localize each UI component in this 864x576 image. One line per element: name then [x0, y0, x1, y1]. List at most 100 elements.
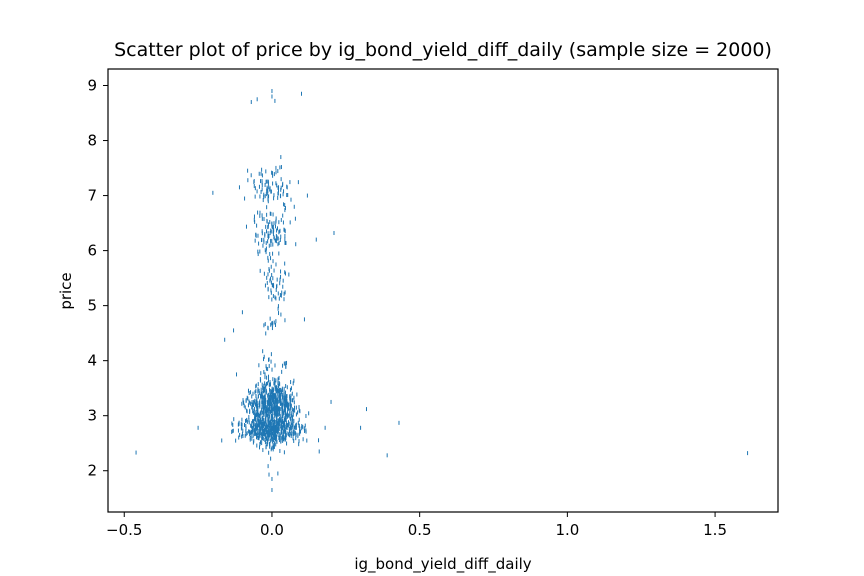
- data-point: [277, 381, 279, 386]
- data-point: [278, 188, 279, 193]
- data-point: [246, 408, 248, 413]
- data-point: [266, 212, 268, 217]
- data-point: [294, 425, 295, 430]
- data-point: [285, 240, 287, 245]
- data-point: [276, 426, 278, 431]
- x-tick-label: −0.5: [106, 521, 142, 539]
- data-point: [291, 414, 293, 419]
- data-point: [271, 416, 273, 421]
- data-point: [257, 249, 259, 254]
- data-point: [279, 432, 281, 437]
- data-point: [252, 391, 254, 396]
- data-point: [269, 316, 271, 321]
- data-point: [290, 393, 292, 398]
- data-point: [273, 392, 275, 397]
- data-point: [276, 284, 278, 289]
- data-point: [283, 397, 285, 402]
- data-point: [259, 418, 261, 423]
- data-point: [255, 420, 257, 425]
- data-point: [269, 220, 271, 225]
- data-point: [261, 187, 263, 192]
- data-point: [252, 403, 254, 408]
- data-point: [268, 402, 270, 407]
- data-point: [274, 427, 276, 432]
- data-point: [289, 387, 291, 392]
- data-point: [246, 419, 248, 424]
- data-point: [273, 407, 275, 412]
- data-point: [270, 264, 272, 269]
- data-point: [282, 392, 284, 397]
- data-point: [278, 407, 280, 412]
- data-point: [261, 433, 263, 438]
- y-tick-label: 8: [87, 132, 97, 150]
- data-point: [257, 401, 259, 406]
- data-point: [246, 431, 248, 436]
- data-point: [250, 429, 252, 434]
- data-point: [281, 430, 283, 435]
- data-point: [265, 397, 267, 402]
- data-point: [273, 444, 275, 449]
- data-point: [275, 218, 277, 223]
- data-point: [270, 276, 272, 281]
- data-point: [275, 387, 277, 392]
- data-point: [264, 399, 266, 404]
- data-point: [273, 417, 275, 422]
- data-point: [260, 410, 262, 415]
- data-point: [289, 424, 291, 429]
- data-point: [197, 425, 199, 430]
- data-point: [257, 387, 259, 392]
- data-point: [280, 217, 282, 222]
- data-point: [270, 447, 272, 452]
- data-point: [263, 323, 265, 328]
- data-point: [266, 185, 268, 190]
- data-point: [264, 381, 266, 386]
- data-point: [264, 395, 266, 400]
- data-point: [281, 388, 283, 393]
- data-point: [263, 422, 265, 427]
- data-point: [255, 422, 257, 427]
- data-point: [264, 437, 266, 442]
- data-point: [263, 195, 265, 200]
- data-point: [270, 242, 272, 247]
- data-point: [274, 224, 276, 229]
- data-point: [245, 398, 247, 403]
- data-point: [257, 413, 259, 418]
- data-point: [272, 173, 274, 178]
- data-point: [280, 424, 282, 429]
- data-point: [254, 412, 256, 417]
- data-point: [248, 399, 250, 404]
- data-point: [271, 273, 273, 277]
- data-point: [268, 407, 270, 412]
- data-point: [281, 403, 283, 408]
- data-point: [278, 399, 280, 404]
- data-point: [255, 427, 257, 432]
- data-point: [278, 388, 280, 393]
- data-point: [290, 431, 292, 436]
- data-point: [283, 417, 285, 422]
- data-point: [277, 423, 279, 428]
- data-point: [267, 378, 269, 383]
- data-point: [279, 277, 281, 282]
- data-point: [269, 211, 271, 216]
- data-point: [283, 227, 285, 232]
- data-point: [300, 429, 302, 434]
- data-point: [275, 399, 277, 404]
- data-point: [261, 410, 263, 415]
- data-point: [287, 405, 289, 410]
- data-point: [293, 431, 295, 436]
- data-point: [274, 428, 276, 433]
- data-point: [283, 389, 285, 394]
- data-point: [283, 437, 285, 442]
- data-point: [238, 420, 240, 425]
- data-point: [267, 408, 269, 413]
- data-point: [263, 417, 265, 422]
- data-point: [298, 408, 300, 413]
- y-tick-label: 2: [87, 462, 97, 480]
- data-point: [258, 418, 260, 423]
- data-point: [254, 416, 255, 421]
- data-point: [245, 423, 247, 428]
- data-point: [276, 385, 278, 390]
- data-point: [254, 429, 256, 434]
- data-point: [277, 406, 279, 411]
- data-point: [272, 447, 274, 452]
